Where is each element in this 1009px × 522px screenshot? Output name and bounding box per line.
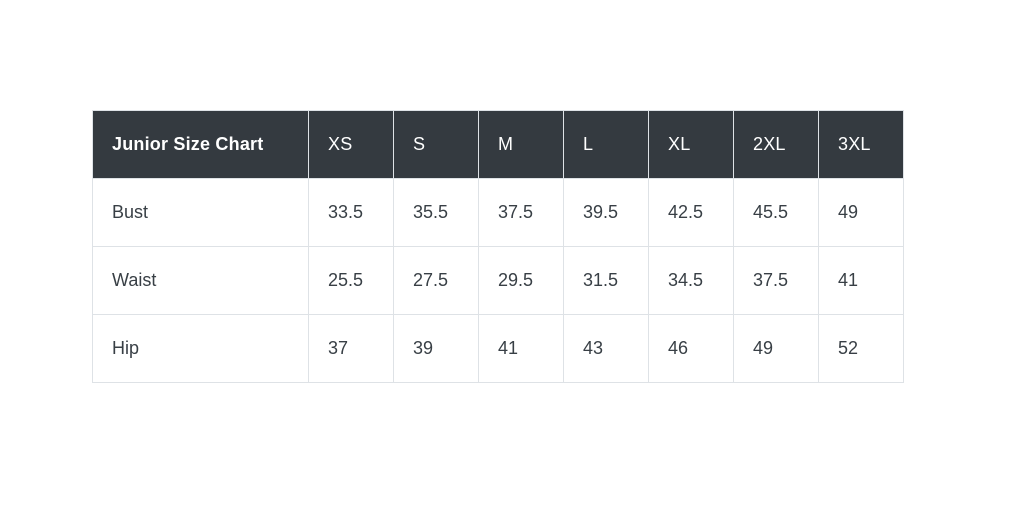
row-label-cell: Bust — [92, 178, 309, 247]
value-cell: 37.5 — [478, 178, 564, 247]
value-cell: 41 — [478, 314, 564, 383]
row-label-cell: Waist — [92, 246, 309, 315]
value-cell: 52 — [818, 314, 904, 383]
value-cell: 35.5 — [393, 178, 479, 247]
header-cell-l: L — [563, 110, 649, 179]
value-cell: 34.5 — [648, 246, 734, 315]
value-cell: 42.5 — [648, 178, 734, 247]
value-cell: 29.5 — [478, 246, 564, 315]
value-cell: 41 — [818, 246, 904, 315]
value-cell: 31.5 — [563, 246, 649, 315]
table-body: Bust 33.5 35.5 37.5 39.5 42.5 45.5 49 Wa… — [92, 178, 904, 383]
table-header: Junior Size Chart XS S M L XL 2XL 3XL — [92, 110, 904, 179]
value-cell: 33.5 — [308, 178, 394, 247]
value-cell: 39 — [393, 314, 479, 383]
value-cell: 25.5 — [308, 246, 394, 315]
header-cell-m: M — [478, 110, 564, 179]
header-cell-xl: XL — [648, 110, 734, 179]
header-cell-2xl: 2XL — [733, 110, 819, 179]
value-cell: 49 — [818, 178, 904, 247]
header-cell-xs: XS — [308, 110, 394, 179]
header-row: Junior Size Chart XS S M L XL 2XL 3XL — [92, 110, 904, 179]
header-cell-3xl: 3XL — [818, 110, 904, 179]
table-row-hip: Hip 37 39 41 43 46 49 52 — [92, 314, 904, 383]
value-cell: 37.5 — [733, 246, 819, 315]
junior-size-chart-table-container: Junior Size Chart XS S M L XL 2XL 3XL Bu… — [92, 110, 904, 383]
value-cell: 27.5 — [393, 246, 479, 315]
table-row-bust: Bust 33.5 35.5 37.5 39.5 42.5 45.5 49 — [92, 178, 904, 247]
row-label-cell: Hip — [92, 314, 309, 383]
table-row-waist: Waist 25.5 27.5 29.5 31.5 34.5 37.5 41 — [92, 246, 904, 315]
table-title-cell: Junior Size Chart — [92, 110, 309, 179]
value-cell: 46 — [648, 314, 734, 383]
junior-size-chart-table: Junior Size Chart XS S M L XL 2XL 3XL Bu… — [92, 110, 904, 383]
value-cell: 49 — [733, 314, 819, 383]
value-cell: 37 — [308, 314, 394, 383]
value-cell: 39.5 — [563, 178, 649, 247]
header-cell-s: S — [393, 110, 479, 179]
value-cell: 45.5 — [733, 178, 819, 247]
value-cell: 43 — [563, 314, 649, 383]
